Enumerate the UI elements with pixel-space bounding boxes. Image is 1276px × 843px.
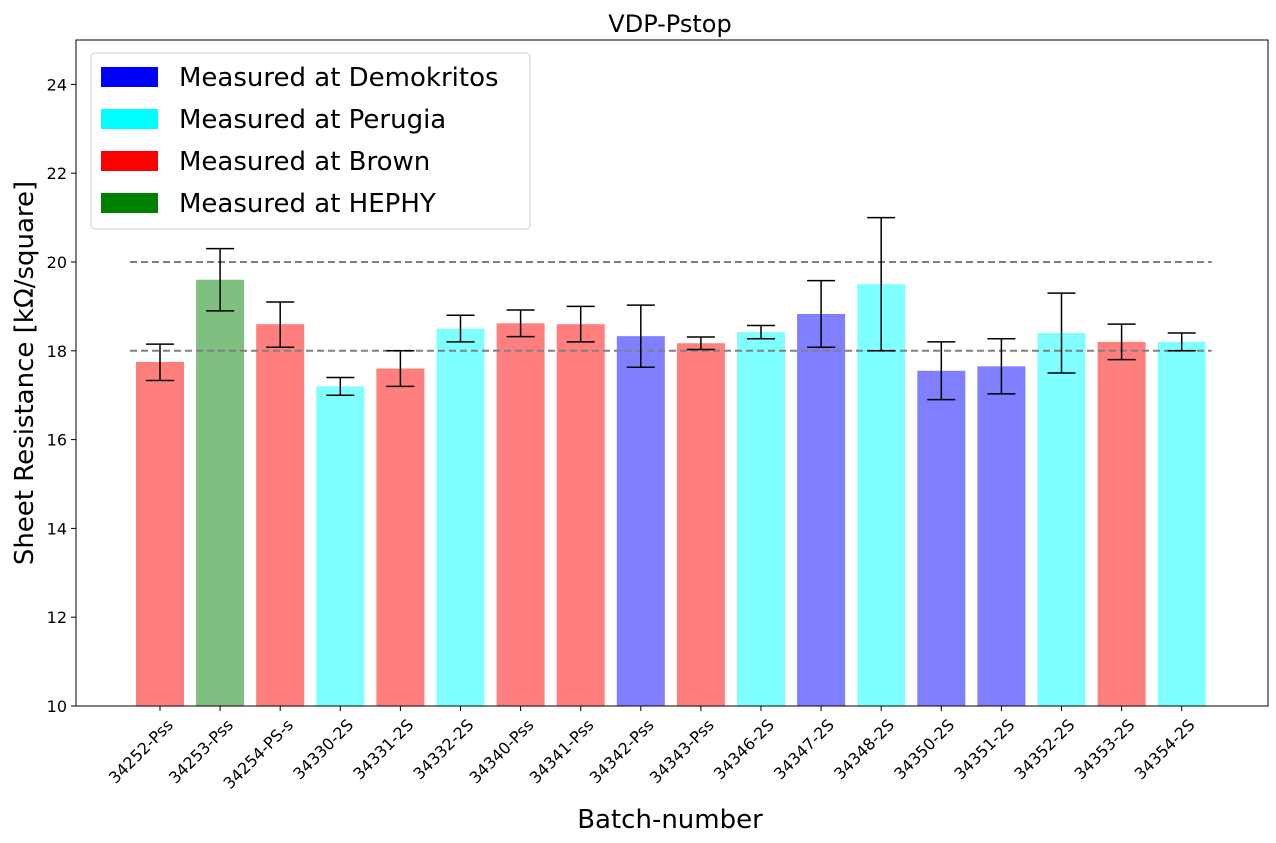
x-tick-label: 34341-Pss (526, 715, 598, 787)
legend-label: Measured at Perugia (179, 105, 446, 135)
x-tick-label: 34340-Pss (466, 715, 538, 787)
x-tick-label: 34342-Pss (586, 715, 658, 787)
bar-34332-2S (436, 328, 485, 706)
bar-34252-Pss (136, 361, 184, 706)
chart-title: VDP-Pstop (608, 10, 731, 38)
bar-34340-Pss (496, 323, 545, 706)
x-tick-label: 34347-2S (770, 715, 838, 783)
bar-34343-Pss (676, 343, 725, 706)
bar-34346-2S (737, 332, 785, 706)
legend: Measured at Demokritos Measured at Perugi… (90, 52, 531, 230)
bar-34347-2S (797, 313, 846, 706)
bar-34354-2S (1157, 341, 1206, 706)
bar-34341-Pss (556, 324, 605, 706)
y-tick-label: 22 (47, 164, 67, 183)
legend-swatch (101, 151, 158, 171)
x-tick-label: 34351-2S (950, 715, 1018, 783)
bar-34348-2S (857, 284, 906, 706)
legend-label: Measured at Brown (179, 147, 430, 177)
x-tick-label: 34350-2S (890, 715, 958, 783)
y-tick-label: 14 (47, 519, 67, 538)
bar-34330-2S (316, 386, 365, 706)
bar-34253-Pss (196, 279, 245, 706)
x-tick-label: 34346-2S (710, 715, 778, 783)
plot-frame (75, 39, 1269, 707)
y-tick-label: 10 (47, 697, 67, 716)
legend-swatch (101, 109, 158, 129)
bar-34352-2S (1037, 333, 1086, 706)
x-axis: 34252-Pss34253-Pss34254-PS-s34330-2S3433… (105, 706, 1199, 793)
legend-frame (90, 52, 531, 230)
x-tick-label: 34348-2S (830, 715, 898, 783)
y-tick-label: 24 (47, 75, 67, 94)
x-tick-label: 34331-2S (349, 715, 417, 783)
x-tick-label: 34252-Pss (105, 715, 177, 787)
y-tick-label: 12 (47, 608, 67, 627)
x-axis-label: Batch-number (577, 805, 763, 835)
y-tick-label: 16 (47, 431, 67, 450)
legend-swatch (101, 67, 158, 87)
bar-34342-Pss (616, 336, 665, 706)
bar-34350-2S (917, 370, 966, 706)
x-tick-label: 34352-2S (1010, 715, 1078, 783)
x-tick-label: 34353-2S (1071, 715, 1139, 783)
legend-label: Measured at Demokritos (179, 63, 499, 93)
legend-swatch (101, 193, 158, 213)
y-axis: 10 12 14 16 18 20 22 24 (47, 75, 76, 716)
legend-label: Measured at HEPHY (179, 189, 436, 219)
bar-34331-2S (376, 368, 425, 706)
bar-34351-2S (977, 366, 1026, 706)
error-bars-layer (146, 216, 1196, 401)
x-tick-label: 34343-Pss (646, 715, 718, 787)
y-tick-label: 18 (47, 342, 67, 361)
bars-layer (136, 279, 1206, 706)
x-tick-label: 34330-2S (289, 715, 357, 783)
x-tick-label: 34354-2S (1131, 715, 1199, 783)
y-tick-label: 20 (47, 253, 67, 272)
bar-34353-2S (1097, 341, 1146, 706)
y-axis-label: Sheet Resistance [kΩ/square] (10, 181, 40, 565)
bar-34254-PS-s (256, 324, 305, 706)
reference-lines-layer (130, 261, 1212, 352)
